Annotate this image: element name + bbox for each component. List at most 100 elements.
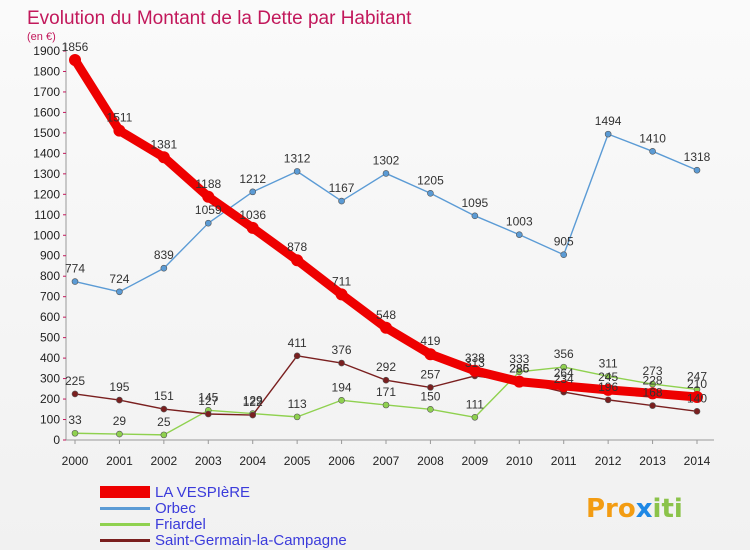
data-point: [249, 411, 257, 419]
y-tick-label: 500: [40, 331, 60, 345]
x-tick-label: 2001: [106, 454, 133, 468]
data-point: [427, 405, 434, 413]
data-point: [560, 251, 568, 259]
chart-title: Evolution du Montant de la Dette par Hab…: [27, 8, 412, 29]
data-label: 129: [243, 394, 263, 408]
data-label: 411: [288, 336, 307, 350]
data-point: [160, 405, 168, 413]
data-label: 1188: [195, 177, 221, 191]
data-point: [113, 124, 126, 137]
y-tick-label: 1400: [33, 146, 60, 160]
data-label: 333: [509, 352, 529, 366]
data-point: [471, 413, 479, 421]
y-tick-label: 0: [53, 433, 60, 447]
legend-swatch: [100, 523, 150, 526]
data-label: 196: [598, 380, 618, 394]
x-tick-label: 2000: [62, 454, 89, 468]
data-label: 264: [554, 366, 574, 380]
data-point: [427, 384, 434, 391]
data-point: [246, 221, 259, 234]
data-point: [649, 148, 656, 155]
data-label: 1318: [684, 150, 711, 164]
x-tick-label: 2006: [328, 454, 355, 468]
data-point: [604, 396, 612, 404]
data-point: [335, 288, 348, 301]
data-label: 113: [288, 397, 307, 411]
data-label: 311: [599, 356, 618, 370]
x-tick-label: 2004: [239, 454, 266, 468]
data-point: [424, 348, 437, 361]
data-point: [560, 363, 568, 371]
data-label: 356: [554, 347, 574, 361]
y-tick-label: 300: [40, 372, 60, 386]
legend: LA VESPIèREOrbecFriardelSaint-Germain-la…: [100, 484, 347, 549]
y-tick-label: 100: [40, 413, 60, 427]
y-tick-label: 800: [40, 269, 60, 283]
y-tick-label: 1800: [33, 64, 60, 78]
y-tick-label: 1900: [33, 44, 60, 58]
legend-label: Orbec: [155, 500, 196, 517]
data-point: [646, 387, 659, 400]
data-point: [293, 168, 301, 175]
y-tick-label: 1700: [33, 85, 60, 99]
data-point: [380, 321, 392, 334]
data-label: 313: [465, 356, 485, 370]
data-label: 285: [509, 362, 529, 376]
data-point: [160, 431, 168, 439]
data-point: [649, 380, 656, 388]
data-label: 724: [109, 272, 129, 286]
data-label: 1856: [62, 40, 89, 54]
data-label: 1036: [239, 208, 266, 222]
data-label: 168: [643, 386, 663, 400]
data-point: [338, 197, 345, 205]
data-label: 1302: [373, 153, 400, 167]
y-tick-label: 600: [40, 310, 60, 324]
data-point: [427, 189, 434, 197]
data-label: 245: [598, 370, 618, 384]
data-label: 1167: [329, 181, 355, 195]
x-tick-label: 2014: [684, 454, 711, 468]
data-label: 122: [243, 395, 263, 409]
data-point: [204, 219, 212, 227]
data-label: 376: [332, 343, 352, 357]
data-point: [382, 170, 390, 177]
data-point: [160, 264, 168, 272]
data-label: 29: [113, 414, 127, 428]
data-point: [471, 212, 479, 220]
data-point: [557, 379, 570, 392]
data-label: 225: [65, 374, 85, 388]
y-tick-label: 400: [40, 351, 60, 365]
data-label: 195: [109, 380, 129, 394]
data-point: [691, 391, 703, 404]
data-point: [338, 359, 345, 367]
series-line-la-vespi-re: [70, 55, 702, 402]
data-point: [71, 278, 79, 285]
y-tick-label: 1500: [33, 126, 60, 140]
data-label: 1381: [151, 137, 178, 151]
data-label: 210: [687, 377, 707, 391]
y-tick-label: 1300: [33, 167, 60, 181]
data-point: [71, 390, 79, 398]
data-label: 1212: [239, 172, 266, 186]
data-label: 1410: [639, 131, 666, 145]
data-point: [604, 130, 612, 138]
y-tick-label: 200: [40, 392, 60, 406]
data-label: 338: [465, 351, 485, 365]
data-label: 1095: [462, 196, 489, 210]
data-point: [693, 408, 701, 415]
legend-label: Saint-Germain-la-Campagne: [155, 532, 347, 549]
data-label: 1494: [595, 114, 622, 128]
data-label: 194: [332, 380, 352, 394]
x-tick-label: 2003: [195, 454, 222, 468]
legend-swatch: [100, 507, 150, 510]
logo-x: x: [636, 494, 653, 524]
data-point: [338, 396, 345, 404]
legend-swatch: [100, 486, 150, 498]
x-tick-label: 2012: [595, 454, 622, 468]
data-label: 1312: [284, 151, 311, 165]
data-point: [249, 188, 257, 196]
y-tick-label: 1600: [33, 105, 60, 119]
data-label: 548: [376, 308, 396, 322]
